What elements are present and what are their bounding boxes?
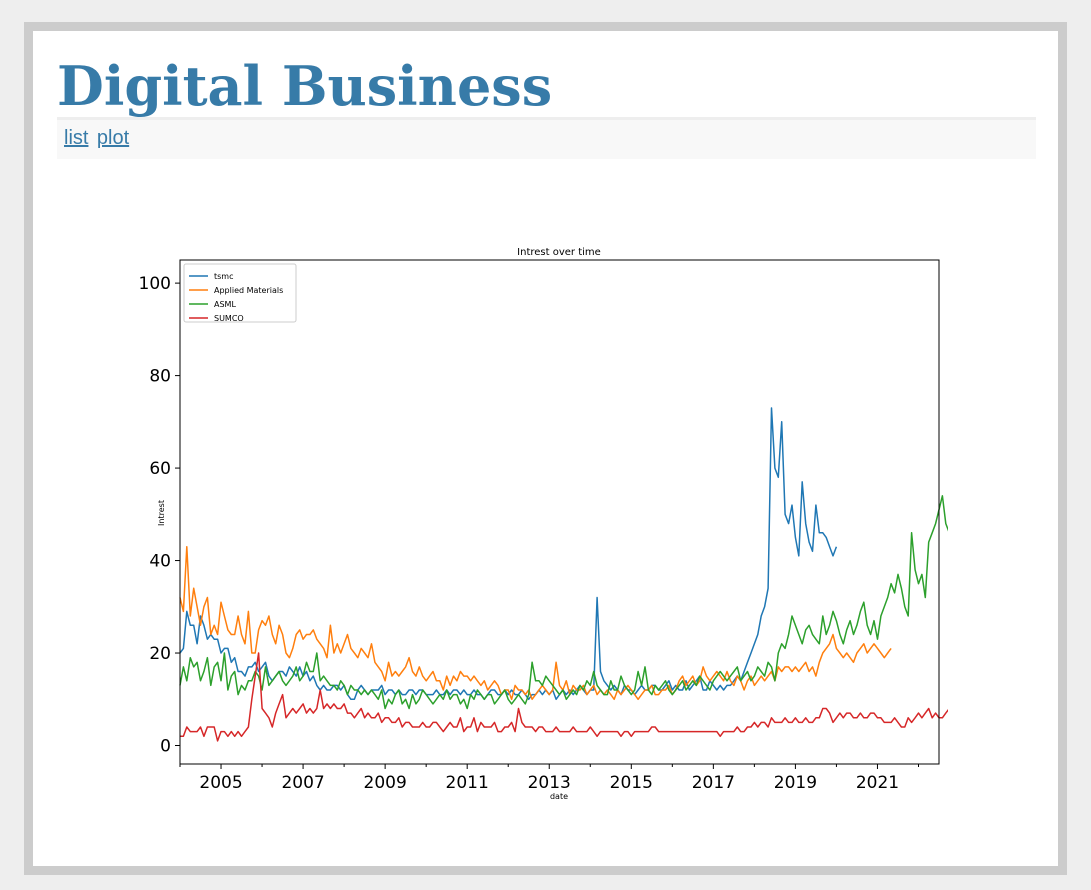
x-tick-label: 2007 [281, 773, 324, 793]
page-frame: Digital Business list plot 2005 2007 2009 2… [24, 22, 1067, 875]
x-tick-label: 2019 [774, 773, 817, 793]
y-tick-label: 40 [149, 552, 171, 572]
site-title: Digital Business [57, 54, 553, 118]
series-layer [179, 407, 948, 742]
x-tick-label: 2017 [692, 773, 735, 793]
legend-label: tsmc [214, 272, 234, 281]
legend-label: Applied Materials [214, 286, 283, 295]
x-axis-label: date [550, 792, 568, 801]
plot-link[interactable]: plot [96, 127, 130, 149]
chart-figure: 2005 2007 2009 2011 2013 2015 2017 2019 2021 0 20… [118, 241, 948, 841]
legend-box [183, 263, 297, 323]
legend-label: SUMCO [214, 314, 244, 323]
x-tick-label: 2005 [199, 773, 242, 793]
y-tick-label: 100 [139, 274, 171, 294]
x-tick-label: 2013 [528, 773, 571, 793]
chart-title: Intrest over time [517, 247, 601, 258]
series-line-tsmc [179, 407, 838, 701]
y-tick-label: 20 [149, 644, 171, 664]
y-tick-label: 0 [160, 737, 171, 757]
x-axis: 2005 2007 2009 2011 2013 2015 2017 2019 2021 [179, 764, 919, 793]
y-tick-label: 80 [149, 367, 171, 387]
x-tick-label: 2015 [610, 773, 653, 793]
x-tick-label: 2021 [856, 773, 899, 793]
y-tick-label: 60 [149, 459, 171, 479]
series-line-sumco [180, 652, 948, 742]
legend-label: ASML [214, 300, 236, 309]
list-link[interactable]: list [64, 127, 89, 149]
series-line-asml [179, 495, 948, 710]
x-tick-label: 2011 [446, 773, 489, 793]
y-axis: 0 20 40 60 80 100 [139, 274, 180, 757]
chart-svg: 2005 2007 2009 2011 2013 2015 2017 2019 2021 0 20… [139, 247, 948, 801]
plot-area-frame [179, 259, 940, 765]
nav-bar: list plot [57, 117, 1036, 159]
x-tick-label: 2009 [364, 773, 407, 793]
y-axis-label: Intrest [157, 500, 166, 526]
chart-legend: tsmc Applied Materials ASML SUMCO [183, 263, 297, 323]
